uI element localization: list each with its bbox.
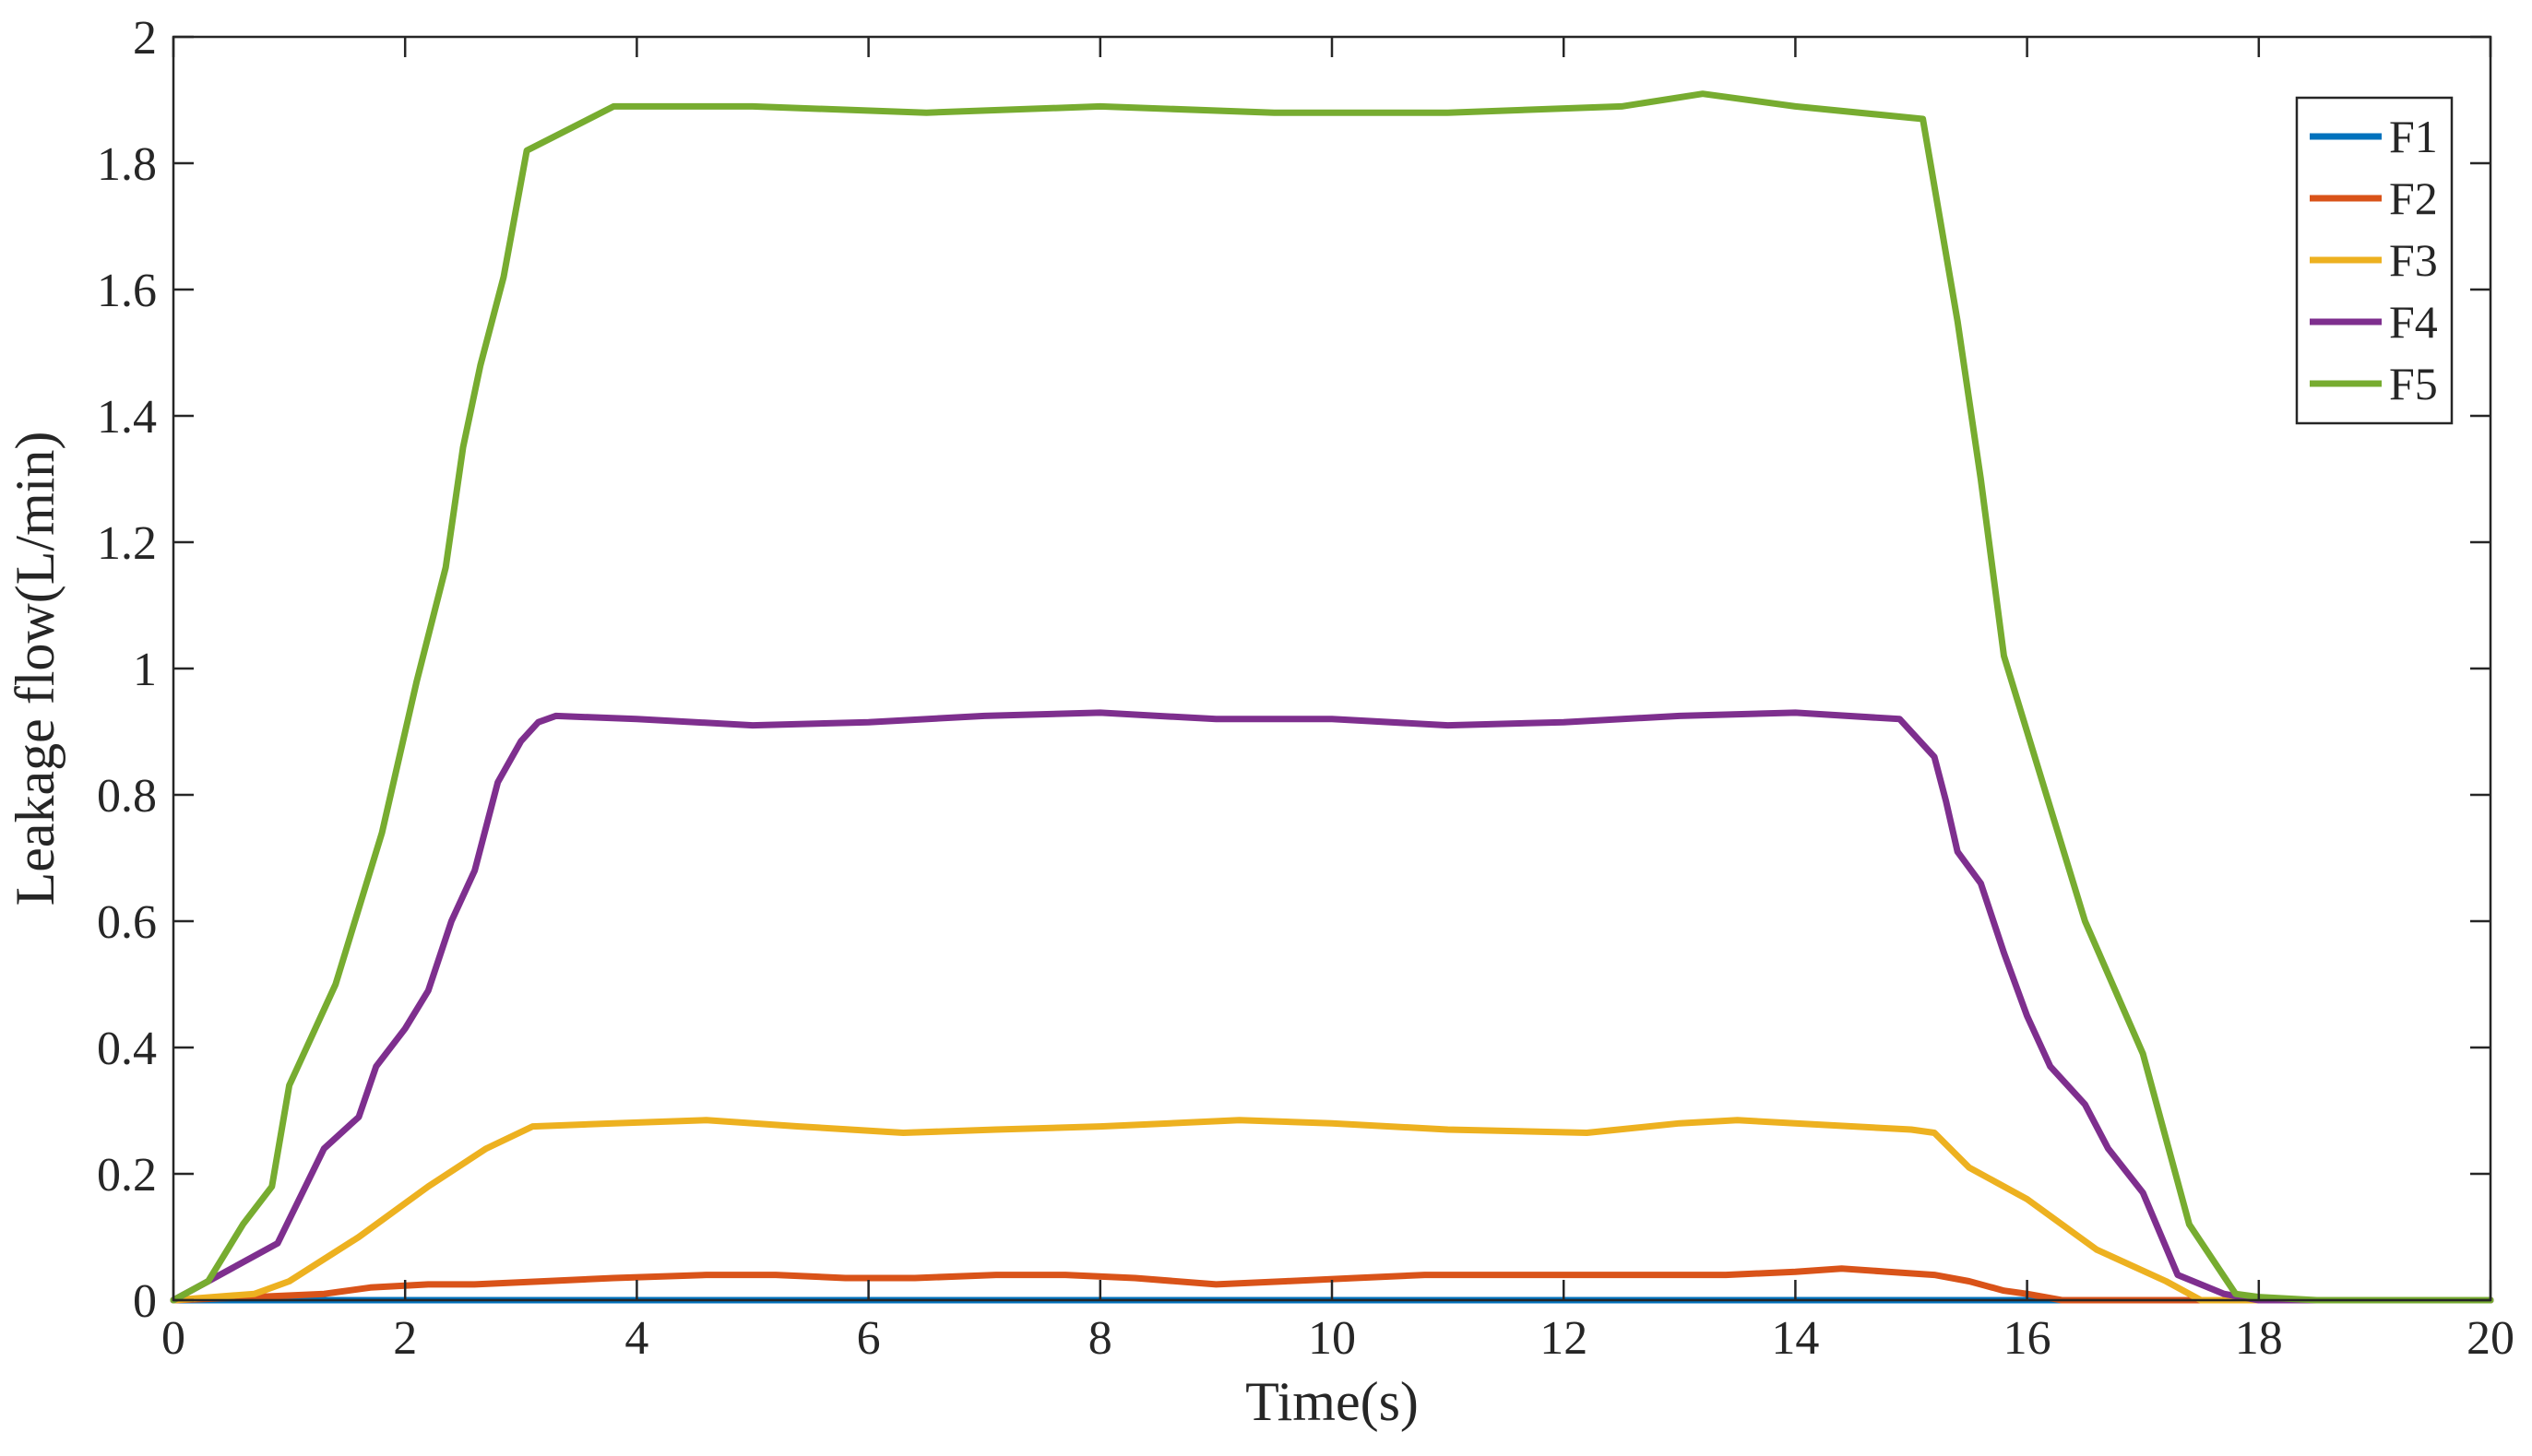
y-tick-label: 1.2: [97, 517, 157, 570]
y-tick-label: 1: [133, 644, 157, 696]
y-tick-label: 0: [133, 1275, 157, 1328]
x-tick-label: 6: [857, 1312, 881, 1365]
legend-label-f4: F4: [2389, 296, 2438, 348]
legend: F1 F2 F3 F4 F5: [2295, 96, 2454, 425]
y-tick-label: 1.8: [97, 138, 157, 191]
series-line-f4: [170, 709, 2494, 1304]
y-axis-label: Leakage flow(L/min): [5, 432, 65, 906]
x-tick-label: 16: [2003, 1312, 2051, 1365]
series-line-f5: [170, 90, 2494, 1304]
legend-label-f5: F5: [2389, 358, 2438, 409]
ticks-layer: 0 2 4 6 8 10 12 14 16 18 20 0 0.2 0.4 0.6 0.8 1 1.2 1.4 1.6…: [97, 12, 2514, 1365]
x-tick-label: 12: [1539, 1312, 1587, 1365]
x-tick-label: 20: [2467, 1312, 2514, 1365]
legend-label-f2: F2: [2389, 172, 2438, 224]
y-tick-label: 1.6: [97, 265, 157, 317]
x-tick-label: 2: [393, 1312, 417, 1365]
legend-label-f3: F3: [2389, 234, 2438, 286]
series-line-f3: [170, 1117, 2494, 1304]
x-tick-label: 4: [624, 1312, 648, 1365]
y-tick-label: 0.8: [97, 770, 157, 823]
y-tick-label: 0.6: [97, 896, 157, 949]
x-tick-label: 0: [161, 1312, 185, 1365]
x-tick-label: 18: [2235, 1312, 2283, 1365]
plot-background: [173, 37, 2490, 1300]
x-tick-label: 10: [1308, 1312, 1356, 1365]
legend-label-f1: F1: [2389, 111, 2438, 162]
y-tick-label: 2: [133, 12, 157, 65]
plot-area: [173, 37, 2490, 1300]
x-axis-label: Time(s): [1245, 1371, 1419, 1432]
x-tick-label: 8: [1088, 1312, 1112, 1365]
y-tick-label: 1.4: [97, 391, 157, 444]
y-tick-label: 0.2: [97, 1149, 157, 1201]
x-tick-label: 14: [1771, 1312, 1819, 1365]
y-tick-label: 0.4: [97, 1023, 157, 1075]
series-line-f2: [170, 1265, 2494, 1304]
